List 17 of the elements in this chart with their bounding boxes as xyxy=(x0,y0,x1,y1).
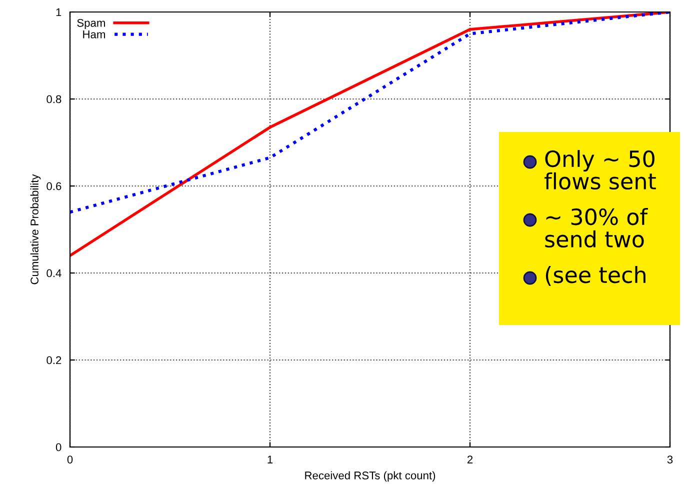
x-tick-label: 3 xyxy=(667,456,673,464)
annotation: Only ∼ 50 flows sent xyxy=(544,150,656,190)
x-axis-title: Received RSTs (pkt count) xyxy=(305,471,436,482)
y-tick-label: 1 xyxy=(56,8,62,16)
legend-label: Ham xyxy=(83,30,105,38)
legend-label: Spam xyxy=(77,18,105,30)
annotation: (see tech xyxy=(546,266,646,286)
y-tick-label: 0.2 xyxy=(46,356,62,364)
x-tick-label: 2 xyxy=(467,456,473,464)
y-axis-title: Cumulative Probability xyxy=(30,174,41,284)
annotation: ∼ 30% of send two xyxy=(545,208,648,248)
y-tick-label: 0.8 xyxy=(46,95,62,104)
x-tick-label: 1 xyxy=(268,456,273,464)
y-tick-label: 0.4 xyxy=(46,269,62,278)
y-tick-label: 0.6 xyxy=(46,182,62,190)
y-tick-label: 0 xyxy=(56,443,62,452)
x-tick-label: 0 xyxy=(67,456,73,464)
